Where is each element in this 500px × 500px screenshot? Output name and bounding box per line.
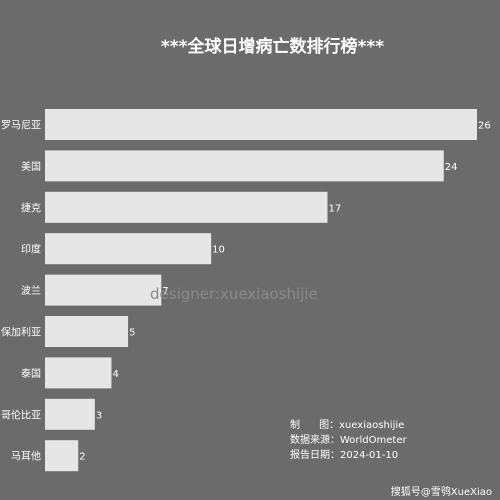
value-label-1: 24 [445, 162, 458, 173]
bar-5 [45, 316, 129, 347]
chart-title: ***全球日增病亡数排行榜*** [160, 37, 385, 57]
value-label-5: 5 [129, 328, 135, 339]
value-label-3: 10 [212, 245, 225, 256]
bar-3 [45, 233, 212, 265]
category-label-4: 波兰 [21, 284, 41, 297]
bar-0 [45, 109, 477, 140]
category-label-7: 哥伦比亚 [1, 408, 41, 421]
value-label-4: 7 [162, 286, 168, 297]
bar-6 [45, 357, 112, 389]
note-author: 制 图：xuexiaoshijie [290, 420, 405, 431]
category-label-8: 马耳他 [11, 450, 41, 463]
value-label-6: 4 [112, 369, 118, 380]
watermark: designer:xuexiaoshijie [150, 285, 318, 303]
note-source: 数据来源：WorldOmeter [290, 435, 407, 446]
bar-7 [45, 398, 95, 430]
chart-notes: 制 图：xuexiaoshijie 数据来源：WorldOmeter 报告日期：… [290, 418, 407, 463]
note-date: 报告日期：2024-01-10 [290, 450, 399, 461]
value-label-8: 2 [79, 452, 85, 463]
category-label-1: 美国 [21, 160, 41, 173]
bar-8 [45, 440, 79, 472]
category-label-6: 泰国 [21, 367, 41, 380]
bar-4 [45, 274, 162, 306]
category-label-0: 罗马尼亚 [1, 120, 41, 132]
bar-2 [45, 191, 328, 223]
bar-1 [45, 150, 444, 182]
value-label-7: 3 [96, 410, 102, 421]
footer-credit: 搜狐号@雪鸮XueXiao [390, 487, 492, 498]
value-label-0: 26 [478, 121, 491, 132]
value-label-2: 17 [328, 203, 341, 214]
category-label-5: 保加利亚 [1, 326, 41, 339]
category-label-2: 捷克 [21, 201, 41, 214]
category-label-3: 印度 [21, 243, 41, 256]
